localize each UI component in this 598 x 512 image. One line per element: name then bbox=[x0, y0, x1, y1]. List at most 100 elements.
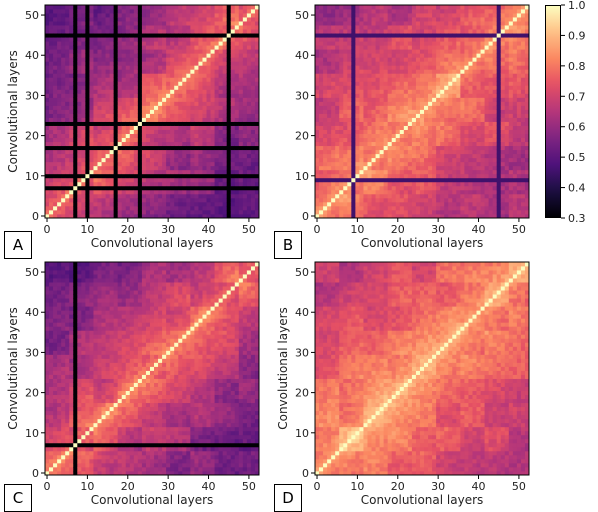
heatmap-cell bbox=[250, 21, 256, 26]
heatmap-cell bbox=[395, 97, 401, 102]
heatmap-cell bbox=[460, 149, 465, 155]
heatmap-cell bbox=[125, 181, 131, 187]
heatmap-cell bbox=[178, 49, 183, 54]
heatmap-cell bbox=[186, 109, 191, 114]
heatmap-cell bbox=[448, 17, 453, 22]
heatmap-cell bbox=[411, 193, 417, 199]
heatmap-cell bbox=[234, 89, 240, 94]
heatmap-cell bbox=[440, 5, 445, 10]
heatmap-cell bbox=[230, 157, 236, 163]
heatmap-cell bbox=[371, 177, 376, 183]
heatmap-cell bbox=[158, 73, 163, 78]
heatmap-cell bbox=[436, 141, 441, 147]
heatmap-cell bbox=[395, 181, 401, 187]
heatmap-cell bbox=[371, 21, 376, 26]
heatmap-cell bbox=[419, 169, 425, 175]
heatmap-cell bbox=[49, 61, 54, 66]
heatmap-cell bbox=[61, 137, 66, 143]
heatmap-cell bbox=[190, 181, 195, 187]
heatmap-cell bbox=[472, 165, 477, 171]
heatmap-cell bbox=[403, 85, 409, 90]
heatmap-cell bbox=[109, 205, 115, 211]
heatmap-cell bbox=[121, 77, 127, 82]
heatmap-cell bbox=[335, 61, 340, 66]
heatmap-cell bbox=[335, 193, 340, 199]
heatmap-cell bbox=[49, 33, 54, 38]
heatmap-cell bbox=[182, 133, 187, 139]
heatmap-cell bbox=[93, 73, 98, 78]
heatmap-cell bbox=[456, 189, 461, 195]
heatmap-cell bbox=[246, 97, 252, 102]
heatmap-cell bbox=[182, 145, 187, 151]
heatmap-cell bbox=[222, 157, 228, 163]
heatmap-cell bbox=[178, 5, 183, 10]
heatmap-cell bbox=[182, 157, 187, 163]
heatmap-cell bbox=[81, 5, 86, 10]
heatmap-cell bbox=[464, 89, 469, 94]
heatmap-cell bbox=[57, 29, 62, 34]
heatmap-cell bbox=[61, 101, 66, 106]
heatmap-cell bbox=[69, 93, 74, 98]
heatmap-cell bbox=[49, 93, 54, 98]
heatmap-cell bbox=[403, 141, 409, 147]
heatmap-cell bbox=[57, 61, 62, 66]
heatmap-cell bbox=[476, 173, 481, 179]
heatmap-cell bbox=[206, 29, 211, 34]
heatmap-cell bbox=[347, 89, 352, 94]
heatmap-cell bbox=[222, 193, 228, 199]
heatmap-cell bbox=[411, 81, 417, 86]
heatmap-cell bbox=[133, 65, 139, 70]
heatmap-cell bbox=[319, 157, 324, 163]
heatmap-cell bbox=[415, 121, 421, 126]
heatmap-cell bbox=[351, 77, 356, 82]
heatmap-cell bbox=[190, 141, 195, 147]
heatmap-cell bbox=[113, 25, 119, 30]
heatmap-cell bbox=[323, 173, 328, 179]
heatmap-cell bbox=[230, 161, 236, 167]
heatmap-cell bbox=[109, 65, 115, 70]
heatmap-cell bbox=[77, 77, 82, 82]
heatmap-cell bbox=[403, 181, 409, 187]
heatmap-cell bbox=[230, 61, 236, 66]
heatmap-cell bbox=[464, 125, 469, 130]
heatmap-cell bbox=[436, 129, 441, 134]
heatmap-cell bbox=[85, 97, 90, 102]
heatmap-cell bbox=[238, 153, 244, 159]
heatmap-cell bbox=[363, 9, 368, 14]
heatmap-cell bbox=[363, 193, 368, 199]
heatmap-cell bbox=[331, 57, 336, 62]
heatmap-cell bbox=[323, 33, 328, 38]
heatmap-cell bbox=[395, 189, 401, 195]
heatmap-cell bbox=[206, 5, 211, 10]
heatmap-cell bbox=[45, 69, 50, 74]
heatmap-cell bbox=[145, 181, 151, 187]
heatmap-cell bbox=[49, 209, 54, 215]
heatmap-cell bbox=[109, 153, 115, 159]
heatmap-cell bbox=[319, 209, 324, 215]
heatmap-cell bbox=[170, 213, 175, 219]
heatmap-cell bbox=[182, 9, 187, 14]
heatmap-cell bbox=[415, 173, 421, 179]
heatmap-cell bbox=[230, 37, 236, 42]
heatmap-cell bbox=[363, 89, 368, 94]
heatmap-cell bbox=[383, 169, 389, 175]
heatmap-cell bbox=[97, 49, 102, 54]
heatmap-cell bbox=[57, 157, 62, 163]
heatmap-cell bbox=[371, 81, 376, 86]
heatmap-cell bbox=[194, 101, 199, 106]
heatmap-cell bbox=[210, 177, 215, 183]
heatmap-cell bbox=[347, 57, 352, 62]
heatmap-cell bbox=[323, 9, 328, 14]
heatmap-cell bbox=[436, 125, 441, 130]
heatmap-cell bbox=[45, 145, 50, 151]
heatmap-cell bbox=[109, 201, 115, 207]
heatmap-cell bbox=[359, 17, 364, 22]
heatmap-cell bbox=[137, 65, 143, 70]
heatmap-cell bbox=[218, 93, 224, 98]
heatmap-cell bbox=[81, 25, 86, 30]
heatmap-cell bbox=[129, 5, 135, 10]
heatmap-cell bbox=[77, 149, 82, 155]
heatmap-cell bbox=[45, 121, 50, 126]
heatmap-cell bbox=[149, 181, 155, 187]
heatmap-cell bbox=[359, 201, 364, 207]
